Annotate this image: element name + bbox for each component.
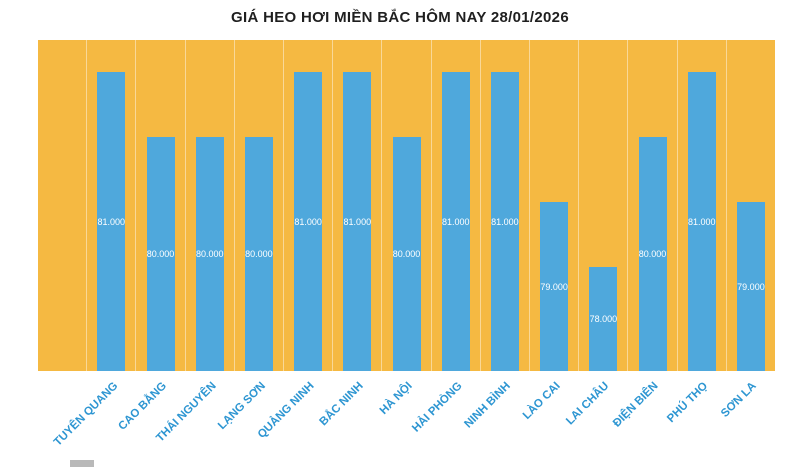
bar: 81.000 [490, 72, 519, 371]
bar-slot: 80.000 [627, 40, 676, 371]
bar: 79.000 [736, 202, 765, 371]
bar-value-label: 81.000 [97, 216, 126, 227]
bar: 80.000 [392, 137, 421, 371]
bar: 80.000 [244, 137, 273, 371]
x-axis-labels: TUYÊN QUANG CAO BẰNG THÁI NGUYÊN LẠNG SƠN QU… [38, 372, 775, 464]
bar-value-label: 80.000 [195, 249, 224, 260]
category-label-cell: PHÚ THỌ [665, 372, 726, 464]
plot-area: 81.000 80.000 80.000 80.000 81.000 81.000 80.0… [38, 40, 775, 371]
category-label: SƠN LA [719, 380, 760, 420]
bar-slot: 81.000 [332, 40, 381, 371]
category-label: HÀ NỘI [378, 380, 416, 417]
bar-value-label: 81.000 [687, 216, 716, 227]
bar: 81.000 [343, 72, 372, 371]
bottom-left-artifact [70, 460, 94, 467]
bar-slot: 78.000 [578, 40, 627, 371]
category-label-cell: SƠN LA [719, 372, 775, 464]
bar-value-label: 78.000 [589, 314, 618, 325]
bar-value-label: 80.000 [146, 249, 175, 260]
bar-slot: 80.000 [381, 40, 430, 371]
bar-value-label: 81.000 [491, 216, 519, 227]
axis-spacer-slot [38, 40, 86, 371]
bar: 78.000 [589, 267, 618, 371]
bar-slot: 81.000 [676, 40, 726, 371]
bar-slot: 81.000 [283, 40, 332, 371]
bar-value-label: 81.000 [343, 216, 372, 227]
bar-slot: 81.000 [86, 40, 135, 371]
bar-slot: 81.000 [430, 40, 480, 371]
bar: 81.000 [97, 72, 126, 371]
bar: 80.000 [638, 137, 667, 371]
bar: 80.000 [146, 137, 175, 371]
bar-slot: 80.000 [184, 40, 234, 371]
bar-value-label: 80.000 [245, 249, 273, 260]
bar: 81.000 [441, 72, 470, 371]
bar: 81.000 [294, 72, 323, 371]
bar-slot: 81.000 [479, 40, 529, 371]
bar-value-label: 81.000 [294, 216, 322, 227]
bar-slot: 80.000 [233, 40, 283, 371]
chart-title: GIÁ HEO HƠI MIỀN BẮC HÔM NAY 28/01/2026 [231, 9, 569, 26]
bar-value-label: 80.000 [638, 249, 667, 260]
category-label-cell: NINH BÌNH [463, 372, 529, 464]
category-label-cell: BẮC NINH [318, 372, 382, 464]
bar: 79.000 [540, 202, 569, 371]
bar-slot: 80.000 [135, 40, 184, 371]
bar-slot: 79.000 [529, 40, 578, 371]
bar-value-label: 79.000 [540, 281, 568, 292]
bar-slot: 79.000 [725, 40, 775, 371]
bar: 80.000 [195, 137, 224, 371]
bar: 81.000 [687, 72, 716, 371]
bar-value-label: 80.000 [392, 249, 421, 260]
bar-value-label: 79.000 [737, 281, 765, 292]
bar-value-label: 81.000 [441, 216, 470, 227]
